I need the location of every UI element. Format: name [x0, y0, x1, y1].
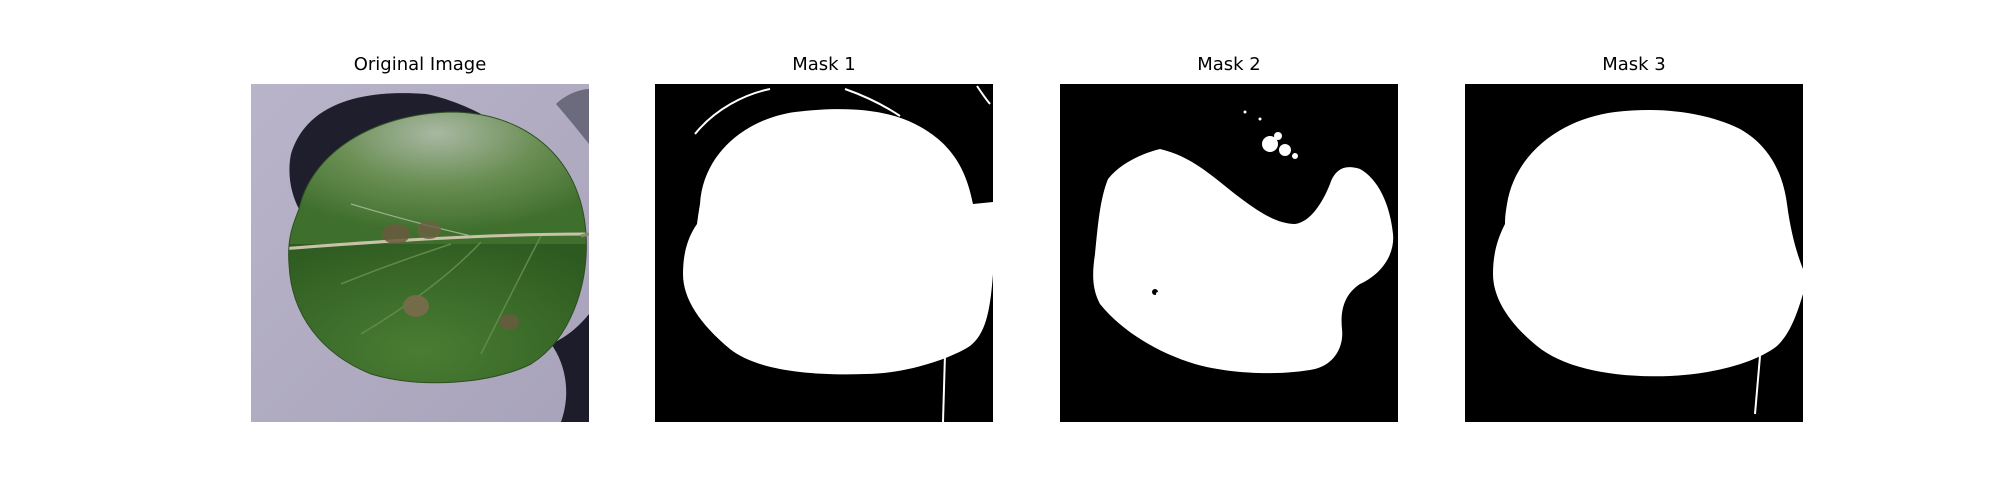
panel-title: Mask 2: [1197, 54, 1261, 75]
mask-2-image: [1060, 84, 1398, 422]
mask-3-image: [1465, 84, 1803, 422]
original-leaf-image: [251, 84, 589, 422]
panel-title: Mask 3: [1602, 54, 1666, 75]
mask-1-image: [655, 84, 993, 422]
panel-title: Mask 1: [792, 54, 856, 75]
panel-title: Original Image: [353, 54, 487, 75]
